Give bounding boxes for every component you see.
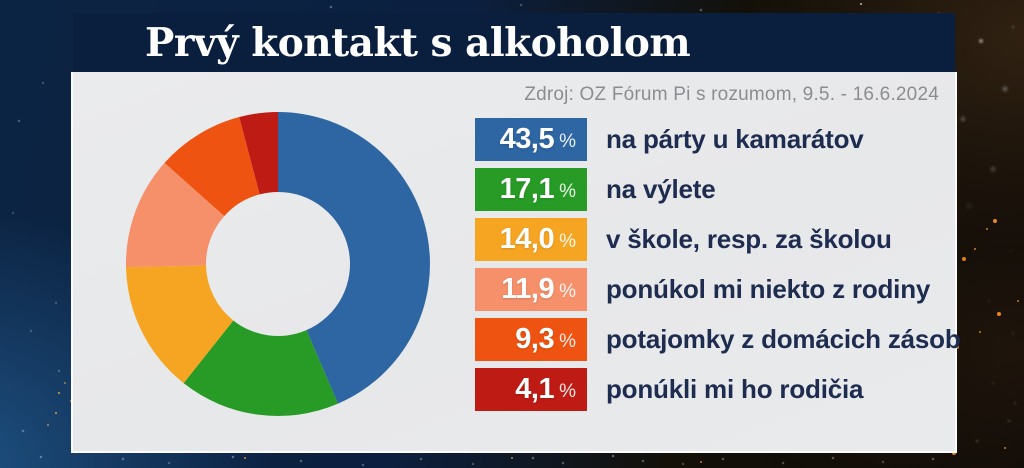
legend: 43,5 % na párty u kamarátov 17,1 % na vý…	[475, 118, 961, 418]
legend-label: na výlete	[606, 174, 716, 204]
page-title: Prvý kontakt s alkoholom	[145, 19, 691, 66]
legend-value: 17,1	[499, 173, 555, 205]
donut-slice	[125, 162, 225, 268]
donut-svg	[125, 112, 430, 416]
legend-label: ponúkol mi niekto z rodiny	[606, 274, 931, 304]
donut-chart	[118, 104, 438, 424]
stars-orange	[0, 0, 2, 2]
legend-value: 43,5	[499, 123, 555, 155]
legend-label: na párty u kamarátov	[606, 124, 864, 154]
legend-row: 11,9 % ponúkol mi niekto z rodiny	[475, 268, 961, 311]
legend-label: ponúkli mi ho rodičia	[606, 374, 864, 404]
legend-row: 4,1 % ponúkli mi ho rodičia	[475, 368, 961, 411]
legend-value-badge: 11,9 %	[475, 268, 587, 311]
percent-sign: %	[559, 380, 576, 402]
legend-row: 17,1 % na výlete	[475, 168, 961, 211]
donut-slice	[164, 117, 260, 217]
legend-value: 11,9	[501, 273, 555, 305]
percent-sign: %	[559, 330, 576, 352]
legend-value: 4,1	[515, 373, 555, 405]
percent-sign: %	[559, 130, 576, 152]
chart-panel: Zdroj: OZ Fórum Pi s rozumom, 9.5. - 16.…	[71, 72, 961, 453]
donut-slice	[183, 320, 338, 416]
legend-value-badge: 4,1 %	[475, 368, 587, 411]
percent-sign: %	[559, 180, 576, 202]
donut-slice	[126, 265, 234, 384]
legend-value: 9,3	[515, 323, 555, 355]
donut-slice	[278, 112, 430, 404]
percent-sign: %	[559, 280, 576, 302]
donut-slice	[239, 112, 278, 195]
legend-row: 9,3 % potajomky z domácich zásob	[475, 318, 961, 361]
legend-value-badge: 14,0 %	[475, 218, 587, 261]
legend-value-badge: 17,1 %	[475, 168, 587, 211]
title-bar: Prvý kontakt s alkoholom	[73, 13, 955, 72]
legend-value: 14,0	[499, 223, 555, 255]
legend-value-badge: 9,3 %	[475, 318, 587, 361]
legend-row: 43,5 % na párty u kamarátov	[475, 118, 961, 161]
legend-value-badge: 43,5 %	[475, 118, 587, 161]
percent-sign: %	[559, 230, 576, 252]
legend-label: v škole, resp. za školou	[606, 224, 892, 254]
legend-label: potajomky z domácich zásob	[606, 324, 961, 354]
source-caption: Zdroj: OZ Fórum Pi s rozumom, 9.5. - 16.…	[524, 84, 939, 105]
legend-row: 14,0 % v škole, resp. za školou	[475, 218, 961, 261]
